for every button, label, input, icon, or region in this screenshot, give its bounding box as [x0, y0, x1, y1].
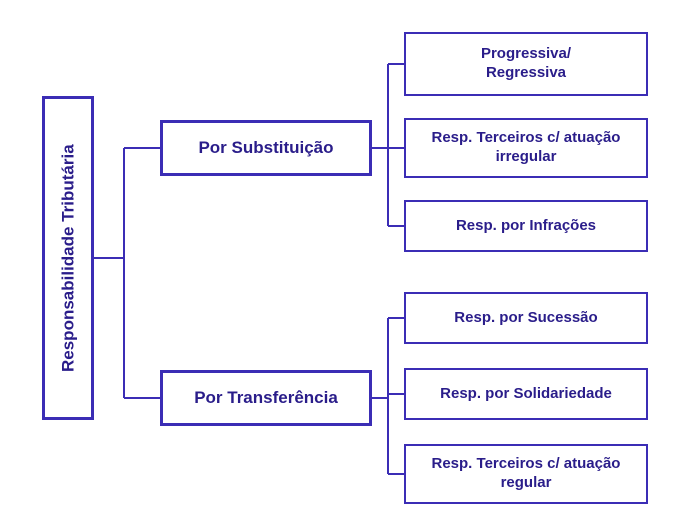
node-s2-label: Resp. Terceiros c/ atuação irregular	[414, 129, 638, 167]
node-t1-label: Resp. por Sucessão	[454, 309, 597, 328]
node-root-label: Responsabilidade Tributária	[57, 144, 78, 372]
node-t3-label: Resp. Terceiros c/ atuação regular	[414, 455, 638, 493]
node-progressiva-regressiva: Progressiva/ Regressiva	[404, 32, 648, 96]
node-root: Responsabilidade Tributária	[42, 96, 94, 420]
diagram-stage: Responsabilidade Tributária Por Substitu…	[0, 0, 680, 524]
node-terceiros-irregular: Resp. Terceiros c/ atuação irregular	[404, 118, 648, 178]
node-transferencia-label: Por Transferência	[194, 387, 338, 408]
node-s1-label: Progressiva/ Regressiva	[481, 45, 571, 83]
node-terceiros-regular: Resp. Terceiros c/ atuação regular	[404, 444, 648, 504]
node-substituicao-label: Por Substituição	[198, 137, 333, 158]
node-solidariedade: Resp. por Solidariedade	[404, 368, 648, 420]
node-substituicao: Por Substituição	[160, 120, 372, 176]
node-s3-label: Resp. por Infrações	[456, 217, 596, 236]
node-t2-label: Resp. por Solidariedade	[440, 385, 612, 404]
node-transferencia: Por Transferência	[160, 370, 372, 426]
node-sucessao: Resp. por Sucessão	[404, 292, 648, 344]
node-infracoes: Resp. por Infrações	[404, 200, 648, 252]
